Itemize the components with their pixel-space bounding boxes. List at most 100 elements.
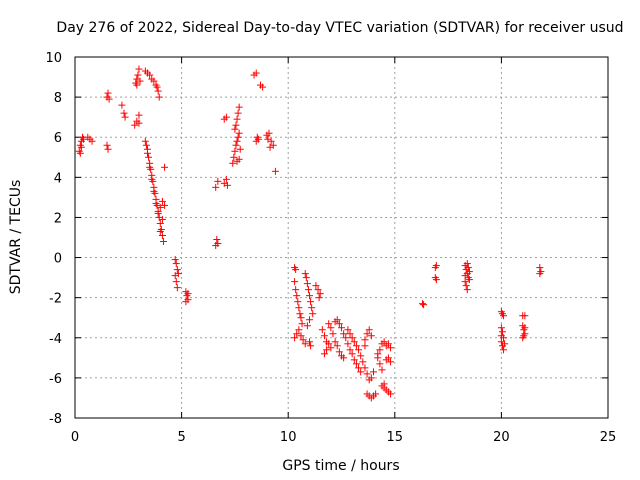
data-point	[363, 330, 371, 338]
data-point	[315, 294, 323, 302]
data-point	[80, 135, 88, 143]
data-point	[314, 286, 322, 294]
data-point	[369, 368, 377, 376]
data-point	[232, 121, 240, 129]
data-point	[346, 330, 354, 338]
data-point	[378, 366, 386, 374]
data-point	[230, 153, 238, 161]
data-point	[335, 320, 343, 328]
data-point	[153, 83, 161, 91]
data-point	[135, 65, 143, 73]
y-tick-label: 8	[54, 91, 62, 106]
data-point	[384, 340, 392, 348]
data-point	[350, 338, 358, 346]
data-point	[76, 149, 84, 157]
data-point	[361, 336, 369, 344]
y-tick-label: 6	[54, 131, 62, 146]
data-point	[344, 326, 352, 334]
data-point	[267, 137, 275, 145]
data-point	[365, 326, 373, 334]
data-point	[104, 145, 112, 153]
data-point	[133, 81, 141, 89]
data-point	[521, 324, 529, 332]
data-point	[293, 292, 301, 300]
data-point	[135, 119, 143, 127]
data-point	[105, 95, 113, 103]
data-point	[297, 314, 305, 322]
data-point	[376, 360, 384, 368]
data-point	[269, 141, 277, 149]
data-point	[231, 147, 239, 155]
y-tick-label: 0	[54, 252, 62, 267]
data-point	[174, 270, 182, 278]
data-point	[293, 330, 301, 338]
plot-frame	[74, 56, 609, 419]
data-point	[150, 77, 158, 85]
data-point	[355, 346, 363, 354]
data-point	[357, 368, 365, 376]
data-point	[158, 197, 166, 205]
data-point	[152, 199, 160, 207]
data-point	[254, 135, 262, 143]
x-tick-label: 20	[493, 430, 510, 445]
y-tick-label: -6	[49, 372, 62, 387]
data-point	[184, 290, 192, 298]
chart-title: Day 276 of 2022, Sidereal Day-to-day VTE…	[56, 20, 623, 36]
data-points	[75, 65, 545, 402]
data-point	[143, 149, 151, 157]
data-point	[295, 304, 303, 312]
data-point	[131, 121, 139, 129]
data-point	[158, 231, 166, 239]
data-point	[308, 304, 316, 312]
y-tick-label: 10	[45, 51, 62, 66]
data-point	[214, 177, 222, 185]
data-point	[159, 238, 167, 246]
data-point	[120, 109, 128, 117]
data-point	[121, 113, 129, 121]
data-point	[380, 380, 388, 388]
data-point	[363, 370, 371, 378]
data-point	[296, 310, 304, 318]
data-point	[234, 133, 242, 141]
data-point	[367, 374, 375, 382]
data-point	[295, 326, 303, 334]
data-point	[521, 312, 529, 320]
data-point	[156, 219, 164, 227]
data-point	[232, 141, 240, 149]
data-point	[142, 141, 150, 149]
data-point	[306, 316, 314, 324]
data-point	[306, 292, 314, 300]
data-point	[346, 346, 354, 354]
data-point	[154, 87, 162, 95]
data-point	[497, 324, 505, 332]
data-point	[298, 320, 306, 328]
data-point	[213, 236, 221, 244]
data-point	[265, 129, 273, 137]
x-tick-label: 25	[600, 430, 617, 445]
y-tick-label: 4	[54, 171, 62, 186]
y-tick-label: -8	[49, 412, 62, 427]
data-point	[348, 350, 356, 358]
data-point	[367, 332, 375, 340]
data-point	[301, 270, 309, 278]
data-point	[77, 143, 85, 151]
y-axis-tick-labels: -8 -6 -4 -2 0 2 4 6 8 10	[45, 51, 62, 427]
data-point	[135, 111, 143, 119]
data-point	[357, 352, 365, 360]
data-point	[387, 390, 395, 398]
x-axis-label: GPS time / hours	[282, 458, 399, 474]
data-point	[338, 324, 345, 332]
data-point	[359, 358, 367, 366]
data-point	[342, 334, 350, 342]
y-tick-label: -2	[49, 292, 62, 307]
data-point	[461, 278, 469, 286]
data-point	[156, 227, 164, 235]
data-point	[88, 137, 96, 145]
data-point	[171, 256, 179, 264]
grid-lines	[75, 57, 608, 418]
data-point	[312, 282, 320, 290]
data-point	[155, 93, 163, 101]
data-point	[233, 157, 241, 165]
data-point	[233, 115, 241, 123]
